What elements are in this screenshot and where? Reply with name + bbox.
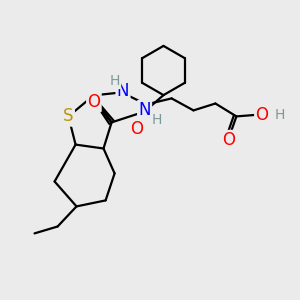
Text: H: H [152,113,162,127]
Text: H: H [275,108,285,122]
Text: O: O [255,106,268,124]
Text: N: N [138,101,151,119]
Text: H: H [110,74,120,88]
Text: S: S [63,107,74,125]
Text: N: N [117,82,129,100]
Text: O: O [130,120,143,138]
Text: O: O [87,93,101,111]
Text: O: O [222,131,235,149]
